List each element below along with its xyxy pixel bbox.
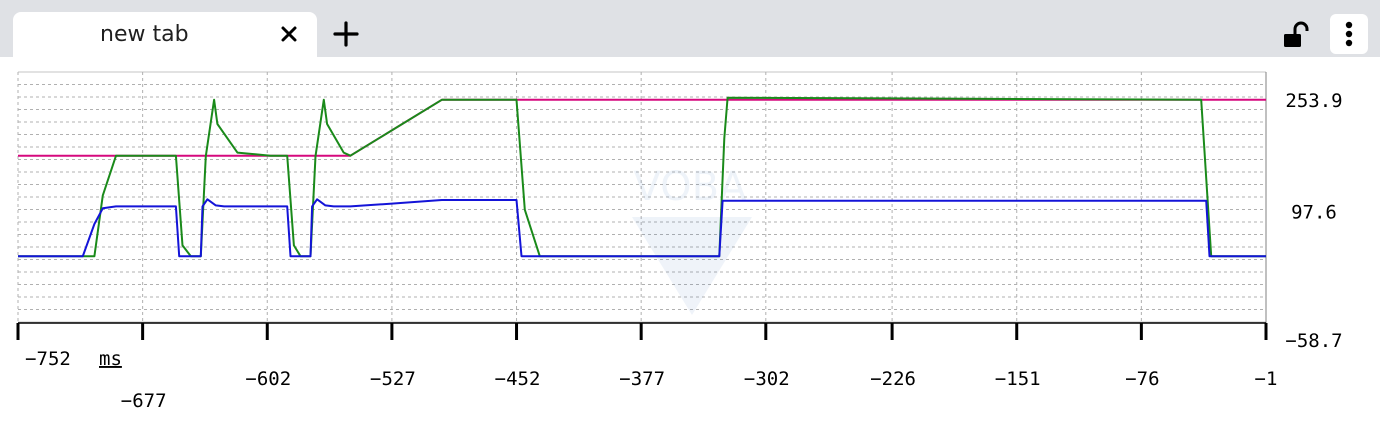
x-axis: −752 −677 −602 −527 −452 −377 −302 −226 −151 −76 −…	[16, 322, 1278, 412]
unlock-icon[interactable]	[1282, 20, 1310, 50]
kebab-menu-icon	[1345, 21, 1353, 47]
x-tick-label: −302	[744, 368, 790, 390]
series-group	[18, 96, 1266, 258]
y-tick-label: 97.6	[1291, 201, 1337, 223]
browser-tab[interactable]: new tab	[13, 12, 317, 57]
x-tick-label: −752	[25, 348, 71, 370]
y-axis: 253.9 97.6 −58.7	[1285, 90, 1342, 352]
x-tick-label: −226	[870, 368, 916, 390]
watermark: VOBA	[632, 164, 752, 315]
close-icon[interactable]	[275, 20, 303, 48]
x-tick-label: −377	[619, 368, 665, 390]
x-tick-label: −76	[1125, 368, 1159, 390]
menu-button[interactable]	[1330, 14, 1368, 54]
grid	[17, 71, 1267, 323]
y-tick-label: 253.9	[1285, 90, 1342, 112]
x-tick-label: −452	[495, 368, 541, 390]
x-tick-label: −527	[370, 368, 416, 390]
series-line-2	[18, 198, 1266, 258]
y-tick-label: −58.7	[1285, 330, 1342, 352]
x-tick-label: −1	[1255, 368, 1278, 390]
x-tick-label: −677	[121, 390, 167, 412]
plus-icon[interactable]	[330, 18, 362, 50]
tab-title: new tab	[100, 22, 189, 47]
watermark-logo	[632, 217, 752, 315]
watermark-text: VOBA	[634, 164, 748, 210]
chart: VOBA −752 −677 −602 −527 −452 −377 −302 −226 −15…	[16, 71, 1343, 412]
tab-bar: new tab	[0, 0, 1380, 57]
x-tick-label: −151	[995, 368, 1041, 390]
x-tick-label: −602	[245, 368, 291, 390]
x-unit-label: ms	[99, 348, 122, 370]
